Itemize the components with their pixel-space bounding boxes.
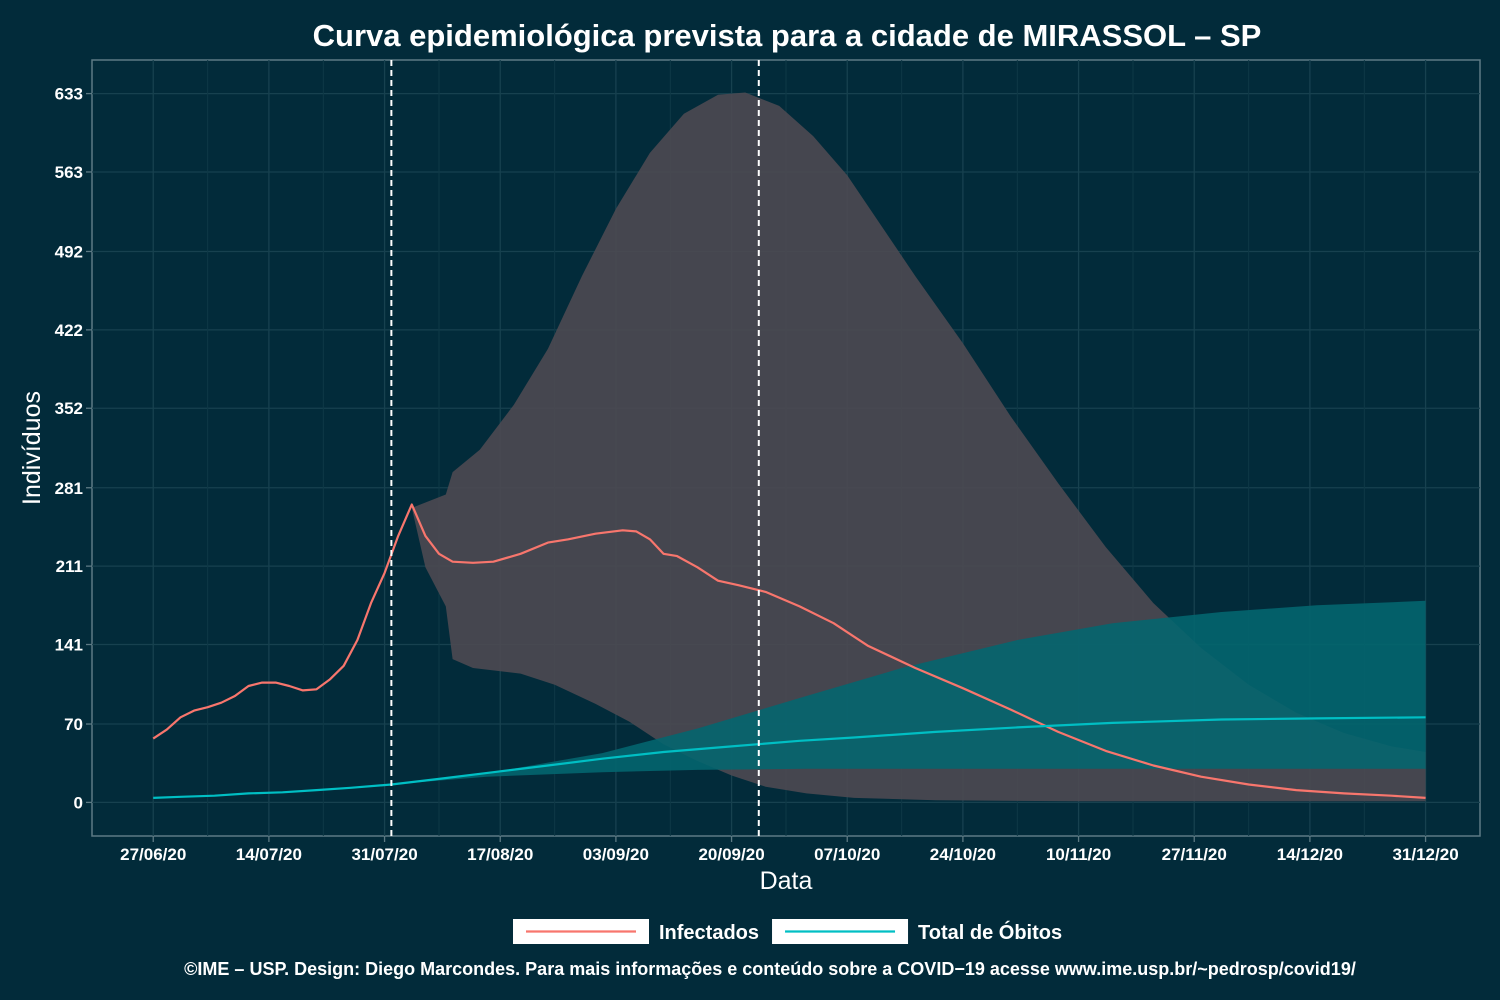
- y-tick-label: 141: [55, 636, 83, 655]
- confidence-bands: [391, 92, 1426, 802]
- y-tick-label: 281: [55, 479, 83, 498]
- y-tick-label: 422: [55, 321, 83, 340]
- series-line-infectados: [152, 503, 1426, 799]
- legend-item: Infectados: [513, 919, 759, 944]
- legend-label: Total de Óbitos: [918, 920, 1062, 944]
- series-lines: [152, 503, 1426, 799]
- x-tick-label: 31/12/20: [1392, 845, 1458, 864]
- x-axis-ticks: 27/06/20 14/07/20 31/07/20 17/08/20 03/09/20…: [120, 836, 1459, 864]
- x-tick-label: 20/09/20: [698, 845, 764, 864]
- legend-label: Infectados: [659, 922, 759, 944]
- y-tick-label: 492: [55, 242, 83, 261]
- x-tick-label: 17/08/20: [467, 845, 533, 864]
- x-axis-title: Data: [760, 867, 813, 895]
- x-tick-label: 31/07/20: [351, 845, 417, 864]
- y-axis-title: Indivíduos: [18, 391, 46, 505]
- y-axis-ticks: 0 70 141 211 281 352 422 492 563 633: [55, 85, 92, 812]
- x-tick-label: 24/10/20: [930, 845, 996, 864]
- x-tick-label: 07/10/20: [814, 845, 880, 864]
- y-tick-label: 352: [55, 399, 83, 418]
- caption: ©IME – USP. Design: Diego Marcondes. Par…: [184, 959, 1356, 979]
- y-tick-label: 563: [55, 163, 83, 182]
- x-tick-label: 14/07/20: [236, 845, 302, 864]
- legend: Infectados Total de Óbitos: [513, 919, 1062, 944]
- y-tick-label: 211: [56, 557, 83, 576]
- x-tick-label: 27/06/20: [120, 845, 186, 864]
- y-tick-label: 0: [74, 793, 83, 812]
- x-tick-label: 10/11/20: [1046, 845, 1111, 864]
- y-tick-label: 70: [64, 715, 83, 734]
- series-line-total-de-bitos: [153, 716, 1426, 799]
- x-tick-label: 03/09/20: [583, 845, 649, 864]
- y-tick-label: 633: [55, 85, 83, 104]
- legend-item: Total de Óbitos: [772, 919, 1062, 944]
- band-total-de-bitos: [391, 600, 1426, 785]
- x-tick-label: 14/12/20: [1277, 845, 1343, 864]
- x-tick-label: 27/11/20: [1162, 845, 1227, 864]
- chart-title: Curva epidemiológica prevista para a cid…: [313, 18, 1262, 53]
